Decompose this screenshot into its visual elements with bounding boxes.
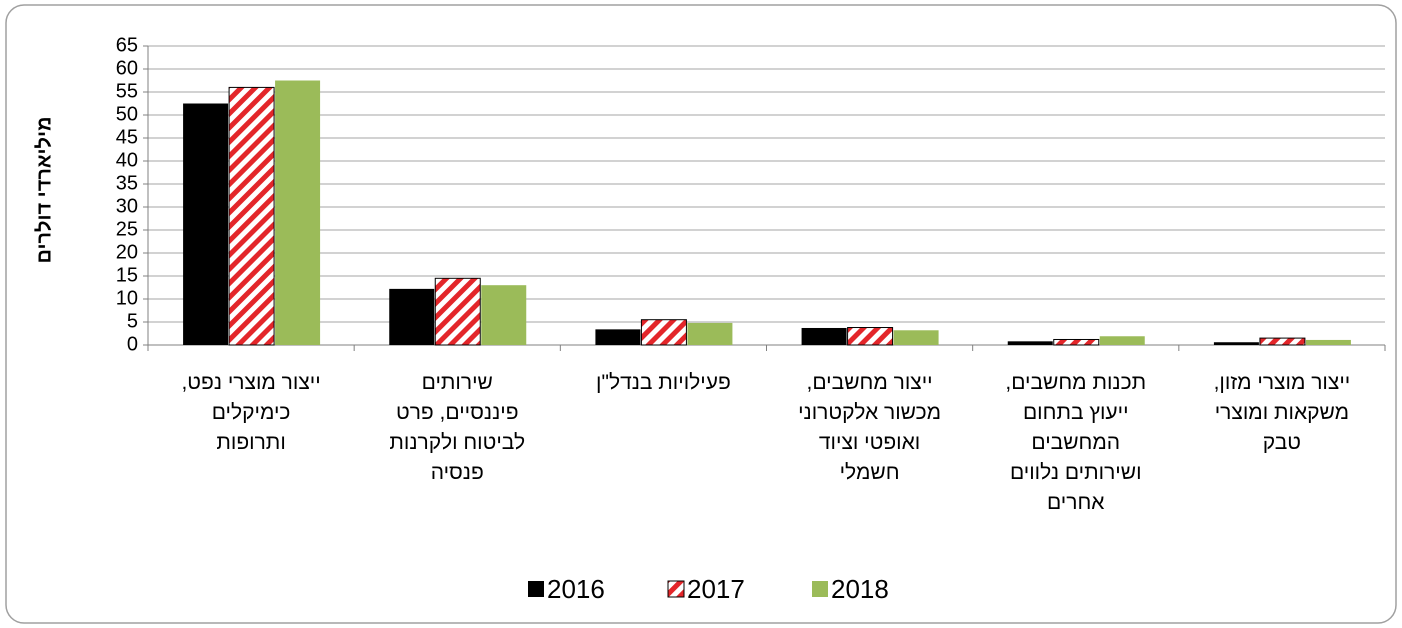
legend-swatch (812, 581, 828, 597)
y-tick-label: 45 (116, 126, 138, 148)
y-tick-label: 50 (116, 103, 138, 125)
y-tick-label: 0 (127, 333, 138, 355)
x-tick-label: שירותים פיננסיים, פרט לביטוח ולקרנות פנס… (389, 371, 526, 484)
bar (1213, 342, 1259, 345)
legend-label: 2017 (687, 574, 745, 604)
x-tick-label: ייצור מוצרי מזון, משקאות ומוצרי טבק (1213, 371, 1351, 454)
chart-border (5, 4, 1397, 624)
bar (389, 288, 435, 345)
legend-label: 2018 (831, 574, 889, 604)
y-tick-label: 55 (116, 80, 138, 102)
bar (1099, 336, 1145, 345)
legend-swatch (528, 581, 544, 597)
bar (801, 327, 847, 345)
bar (1007, 341, 1053, 345)
y-tick-label: 30 (116, 195, 138, 217)
bar (183, 103, 229, 345)
y-tick-label: 5 (127, 310, 138, 332)
y-tick-label: 25 (116, 218, 138, 240)
bar (434, 277, 481, 346)
y-tick-label: 10 (116, 287, 138, 309)
bar (275, 80, 321, 345)
legend-label: 2016 (547, 574, 605, 604)
bar (687, 322, 733, 345)
y-tick-label: 35 (116, 172, 138, 194)
bar (847, 327, 894, 346)
x-tick-label: תכנות מחשבים, ייעוץ בתחום המחשבים ושירות… (1005, 371, 1147, 514)
y-tick-label: 20 (116, 241, 138, 263)
y-tick-label: 40 (116, 149, 138, 171)
bar (1053, 338, 1100, 346)
bar (640, 319, 687, 346)
y-tick-label: 65 (116, 34, 138, 56)
x-tick-label: פעילויות בנדל"ן (596, 371, 731, 394)
bar (1305, 339, 1351, 345)
legend-swatch (667, 580, 685, 598)
bar (1259, 337, 1306, 346)
y-tick-label: 15 (116, 264, 138, 286)
bar (481, 285, 527, 345)
bar (228, 86, 275, 346)
bar (893, 330, 939, 345)
x-tick-label: ייצור מוצרי נפט, כימיקלים ותרופות (181, 371, 321, 454)
x-tick-label: ייצור מחשבים, מכשור אלקטרוני ואופטי וציו… (798, 371, 942, 484)
bar (595, 329, 641, 345)
y-tick-label: 60 (116, 57, 138, 79)
y-axis-label: מיליארדי דולרים (33, 116, 55, 263)
